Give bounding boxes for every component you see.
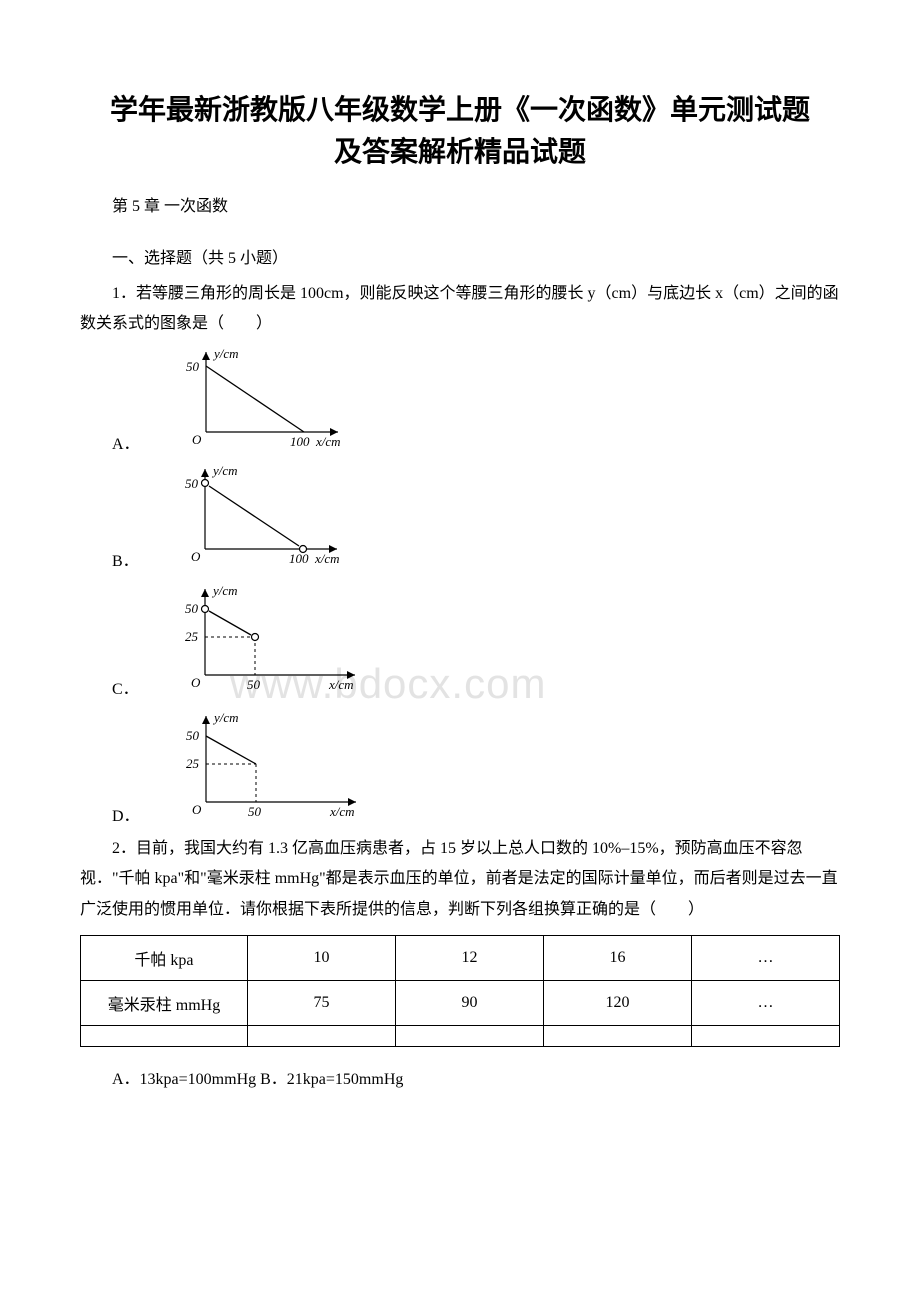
chart-a: 50 100 O y/cm x/cm bbox=[146, 344, 348, 458]
table-row bbox=[81, 1026, 840, 1047]
chart-d-ylabel: y/cm bbox=[212, 710, 239, 725]
title-line-1: 学年最新浙教版八年级数学上册《一次函数》单元测试题 bbox=[80, 90, 840, 132]
chart-c: 50 25 50 O y/cm x/cm bbox=[145, 579, 367, 703]
option-c-label: C． bbox=[80, 677, 139, 703]
table-cell: 75 bbox=[247, 981, 395, 1026]
table-cell: 千帕 kpa bbox=[81, 936, 248, 981]
table-cell: 16 bbox=[543, 936, 691, 981]
option-b: B． 50 100 O y/cm x/cm bbox=[80, 461, 840, 575]
chart-d: 50 25 50 O y/cm x/cm bbox=[146, 706, 368, 830]
chart-c-origin: O bbox=[191, 675, 201, 690]
chart-b-ylabel: y/cm bbox=[211, 463, 238, 478]
table-cell bbox=[395, 1026, 543, 1047]
table-cell: 12 bbox=[395, 936, 543, 981]
option-a: A． 50 100 O y/cm x/cm bbox=[80, 344, 840, 458]
title-line-2: 及答案解析精品试题 bbox=[80, 132, 840, 174]
chart-c-xtick: 50 bbox=[247, 677, 261, 692]
option-b-label: B． bbox=[80, 549, 139, 575]
chart-b-xtick: 100 bbox=[289, 551, 309, 566]
option-d-label: D． bbox=[80, 804, 140, 830]
table-cell bbox=[81, 1026, 248, 1047]
chart-c-xlabel: x/cm bbox=[328, 677, 354, 692]
chart-a-origin: O bbox=[192, 432, 202, 447]
table-cell: … bbox=[691, 936, 839, 981]
chart-d-xtick: 50 bbox=[248, 804, 262, 819]
chart-d-ytick2: 25 bbox=[186, 756, 200, 771]
chart-d-xlabel: x/cm bbox=[329, 804, 355, 819]
table-cell: … bbox=[691, 981, 839, 1026]
chart-a-ytick: 50 bbox=[186, 359, 200, 374]
chart-d-origin: O bbox=[192, 802, 202, 817]
option-d: D． 50 25 50 O y/cm x/cm bbox=[80, 706, 840, 830]
table-cell bbox=[247, 1026, 395, 1047]
chart-d-ytick1: 50 bbox=[186, 728, 200, 743]
chart-c-ytick2: 25 bbox=[185, 629, 199, 644]
question-2: 2．目前，我国大约有 1.3 亿高血压病患者，占 15 岁以上总人口数的 10%… bbox=[80, 834, 840, 925]
section-heading: 一、选择题（共 5 小题） bbox=[80, 244, 840, 274]
chart-c-ytick1: 50 bbox=[185, 601, 199, 616]
table-row: 千帕 kpa 10 12 16 … bbox=[81, 936, 840, 981]
chapter-label: 第 5 章 一次函数 bbox=[80, 192, 840, 222]
table-cell bbox=[543, 1026, 691, 1047]
question-1: 1．若等腰三角形的周长是 100cm，则能反映这个等腰三角形的腰长 y（cm）与… bbox=[80, 279, 840, 340]
table-cell: 90 bbox=[395, 981, 543, 1026]
chart-a-xlabel: x/cm bbox=[315, 434, 341, 449]
chart-b-xlabel: x/cm bbox=[314, 551, 340, 566]
page-title: 学年最新浙教版八年级数学上册《一次函数》单元测试题 及答案解析精品试题 bbox=[80, 90, 840, 174]
table-row: 毫米汞柱 mmHg 75 90 120 … bbox=[81, 981, 840, 1026]
chart-a-xtick: 100 bbox=[290, 434, 310, 449]
conversion-table: 千帕 kpa 10 12 16 … 毫米汞柱 mmHg 75 90 120 … bbox=[80, 935, 840, 1047]
table-cell: 毫米汞柱 mmHg bbox=[81, 981, 248, 1026]
table-cell: 120 bbox=[543, 981, 691, 1026]
chart-b-origin: O bbox=[191, 549, 201, 564]
table-cell bbox=[691, 1026, 839, 1047]
chart-b: 50 100 O y/cm x/cm bbox=[145, 461, 347, 575]
option-a-label: A． bbox=[80, 432, 140, 458]
chart-c-ylabel: y/cm bbox=[211, 583, 238, 598]
chart-b-ytick: 50 bbox=[185, 476, 199, 491]
question-2-options: A．13kpa=100mmHg B．21kpa=150mmHg bbox=[80, 1065, 840, 1095]
option-c: C． 50 25 50 O y/cm x/cm bbox=[80, 579, 840, 703]
table-cell: 10 bbox=[247, 936, 395, 981]
chart-a-ylabel: y/cm bbox=[212, 346, 239, 361]
